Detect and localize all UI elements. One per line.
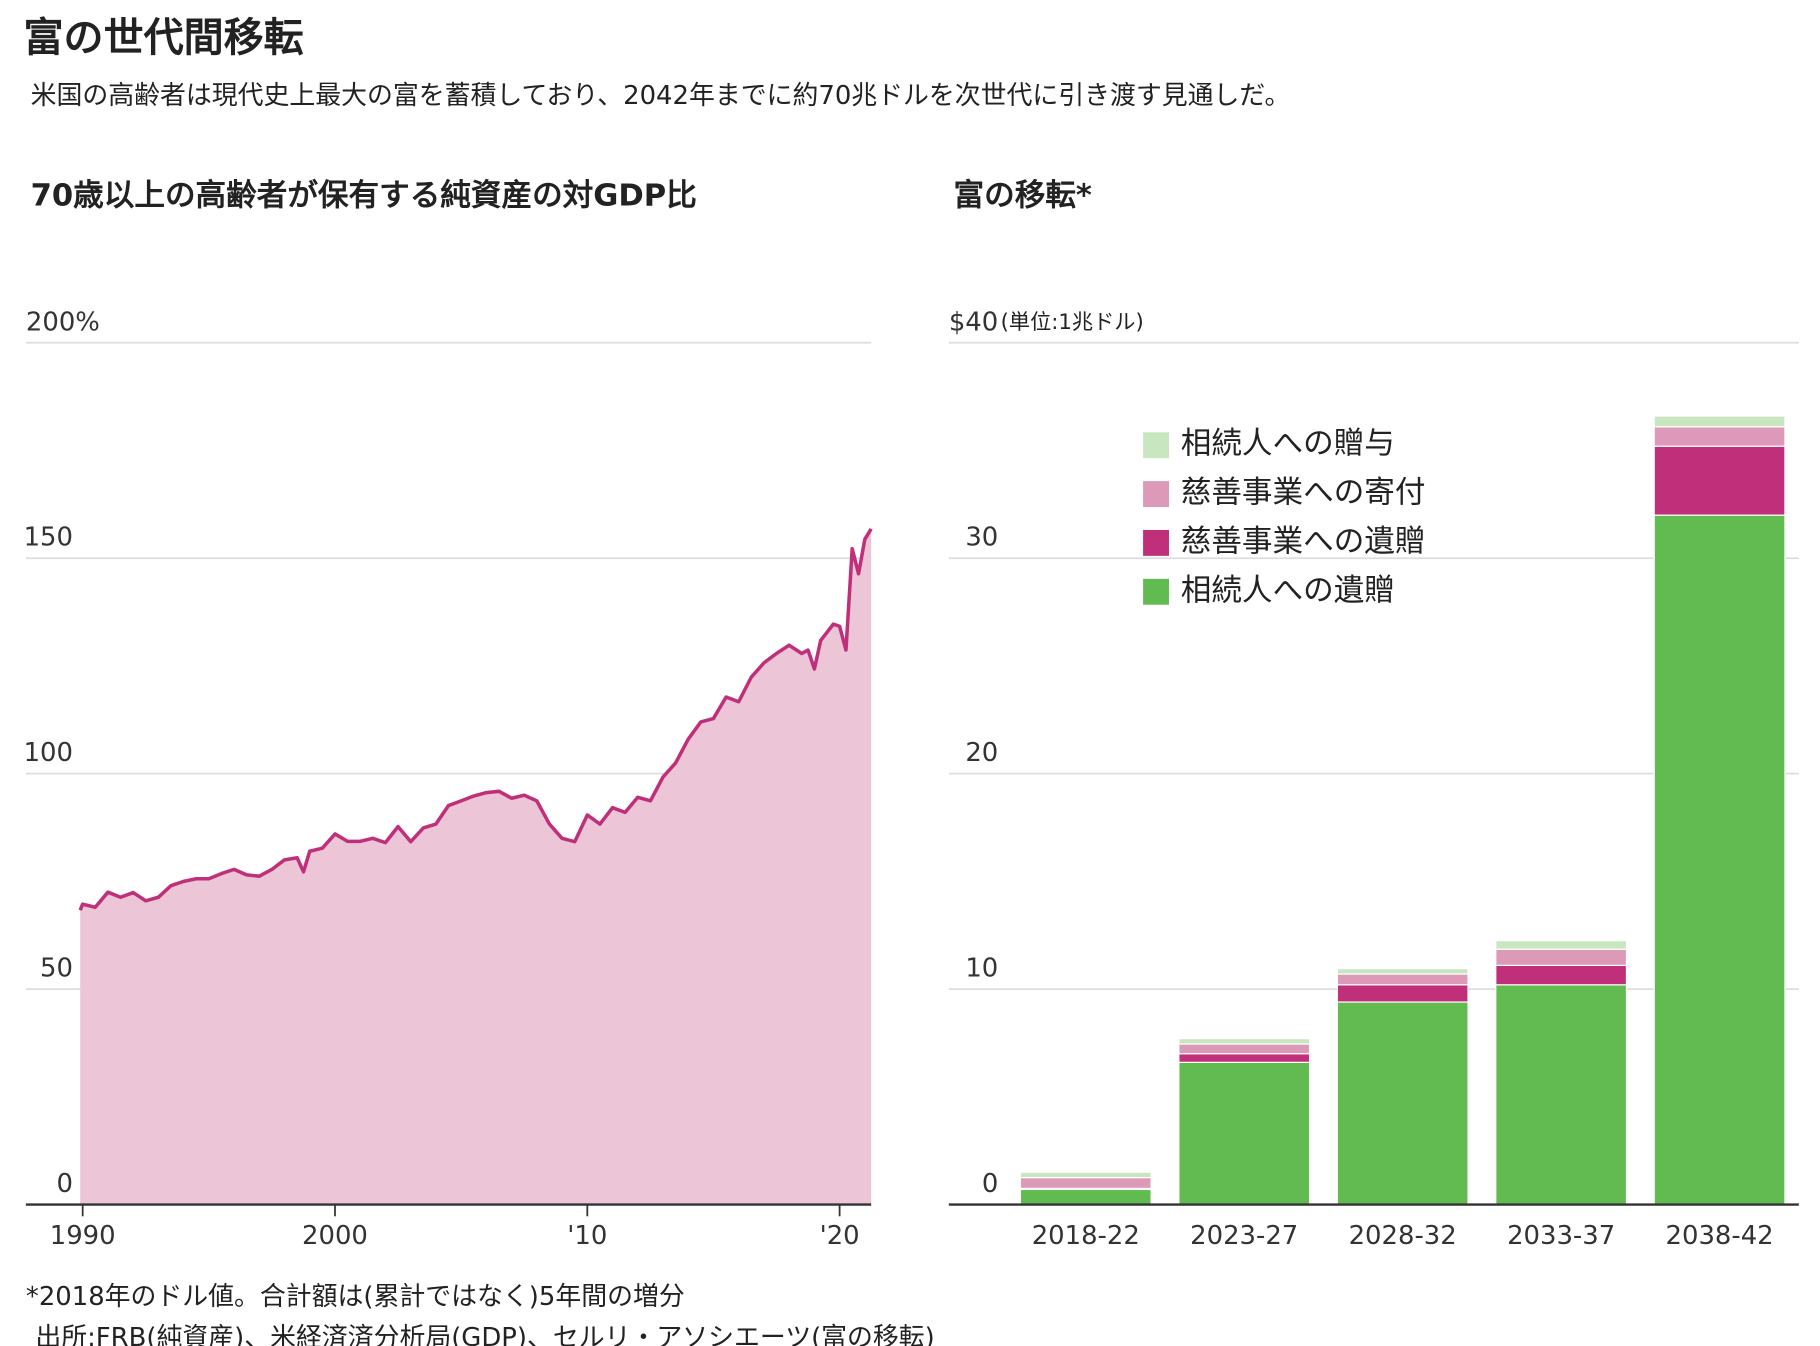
y-tick-label: 200% — [26, 307, 100, 337]
bar-segment — [1178, 1061, 1311, 1206]
page-title: 富の世代間移転 — [24, 15, 304, 61]
x-tick-label: 2028-32 — [1349, 1221, 1457, 1251]
x-tick-label: 2000 — [302, 1221, 368, 1251]
y-tick-label: 150 — [24, 523, 73, 553]
x-tick-label: 2023-27 — [1190, 1221, 1298, 1251]
bar-segment — [1178, 1038, 1311, 1045]
bar-segment — [1178, 1043, 1311, 1055]
legend-label: 相続人への遺贈 — [1181, 573, 1395, 608]
bar-segment — [1178, 1053, 1311, 1063]
source: 出所:FRB(純資産)、米経済済分析局(GDP)、セルリ・アソシエーツ(富の移転… — [35, 1323, 934, 1346]
bar-segment — [1653, 415, 1786, 428]
x-tick-label: '10 — [567, 1221, 607, 1251]
y-tick-label: 10 — [965, 954, 998, 984]
bar-segment — [1495, 964, 1628, 986]
legend-label: 慈善事業への寄付 — [1181, 476, 1426, 511]
unit-label: (単位:1兆ドル) — [1001, 309, 1144, 334]
chart-title: 富の移転* — [954, 177, 1092, 213]
x-tick-label: '20 — [820, 1221, 860, 1251]
bar-segment — [1653, 514, 1786, 1206]
x-tick-label: 2033-37 — [1507, 1221, 1615, 1251]
area — [80, 528, 872, 1205]
bar-segment — [1495, 984, 1628, 1206]
bar-segment — [1336, 1001, 1469, 1206]
y-tick-label: 0 — [57, 1169, 73, 1199]
y-tick-label: 50 — [40, 954, 73, 984]
bar-segment — [1336, 973, 1469, 986]
legend-label: 相続人への贈与 — [1181, 427, 1395, 462]
legend-swatch — [1143, 578, 1169, 605]
legend-label: 慈善事業への遺贈 — [1181, 524, 1426, 559]
subtitle: 米国の高齢者は現代史上最大の富を蓄積しており、2042年までに約70兆ドルを次世… — [31, 81, 1291, 111]
bar-segment — [1019, 1171, 1152, 1179]
line — [78, 527, 873, 911]
bar-segment — [1495, 940, 1628, 950]
legend-swatch — [1143, 529, 1169, 556]
bar-segment — [1019, 1177, 1152, 1189]
bar-segment — [1653, 445, 1786, 516]
footnote: *2018年のドル値。合計額は(累計ではなく)5年間の増分 — [26, 1282, 685, 1312]
y-tick-label: 20 — [965, 738, 998, 768]
bar-segment — [1336, 984, 1469, 1003]
legend-swatch — [1143, 432, 1169, 459]
legend-swatch — [1143, 481, 1169, 508]
x-tick-label: 2038-42 — [1666, 1221, 1774, 1251]
bar-segment — [1336, 968, 1469, 975]
y-tick-label: 30 — [965, 523, 998, 553]
bar-segment — [1019, 1188, 1152, 1206]
x-tick-label: 1990 — [50, 1221, 116, 1251]
y-tick-label: $40 — [949, 307, 998, 337]
x-tick-label: 2018-22 — [1032, 1221, 1140, 1251]
bar-segment — [1495, 948, 1628, 966]
y-tick-label: 100 — [24, 738, 73, 768]
chart-title: 70歳以上の高齢者が保有する純資産の対GDP比 — [31, 177, 697, 213]
y-tick-label: 0 — [982, 1169, 998, 1199]
bar-segment — [1653, 426, 1786, 447]
